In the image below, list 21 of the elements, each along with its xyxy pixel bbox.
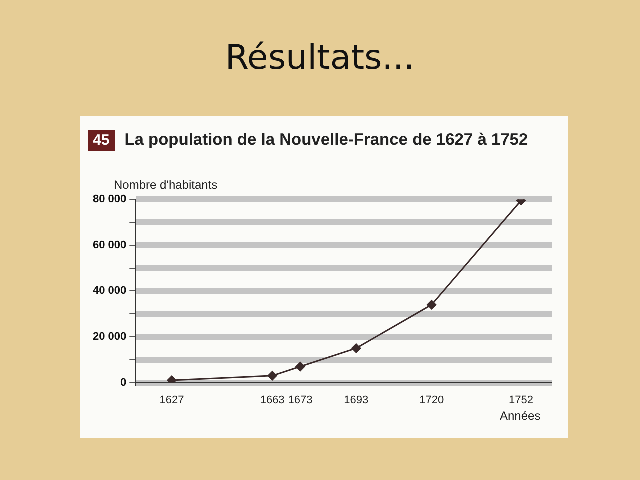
x-tick-label: 1627 — [160, 394, 184, 406]
y-tick-label: 20 000 — [92, 331, 127, 344]
y-tick-label: 40 000 — [92, 285, 127, 298]
x-tick-label: 1673 — [288, 394, 313, 406]
point — [268, 371, 278, 381]
y-tick-label: 60 000 — [92, 239, 127, 252]
chart-subtitle: La population de la Nouvelle-France de 1627 à 1752 — [124, 131, 528, 150]
y-tick-label: 0 — [120, 376, 127, 389]
point — [352, 344, 362, 354]
y-axis-title: Nombre d'habitants — [114, 178, 218, 192]
point — [427, 300, 437, 310]
x-tick-label: 1720 — [420, 394, 444, 406]
x-axis-title: Années — [500, 409, 541, 423]
text: 45 — [88, 130, 115, 151]
x-tick-label: 1663 — [260, 394, 285, 406]
x-tick-label: 1693 — [344, 394, 369, 406]
chart-title: Résultats... — [224, 38, 416, 78]
point — [296, 362, 306, 372]
x-tick-label: 1752 — [509, 394, 534, 406]
point — [167, 376, 177, 383]
y-tick-label: 80 000 — [92, 194, 127, 206]
